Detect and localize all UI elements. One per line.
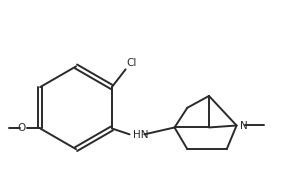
Text: Cl: Cl bbox=[127, 58, 137, 68]
Text: HN: HN bbox=[132, 130, 148, 140]
Text: O: O bbox=[17, 123, 25, 133]
Text: N: N bbox=[240, 122, 247, 132]
